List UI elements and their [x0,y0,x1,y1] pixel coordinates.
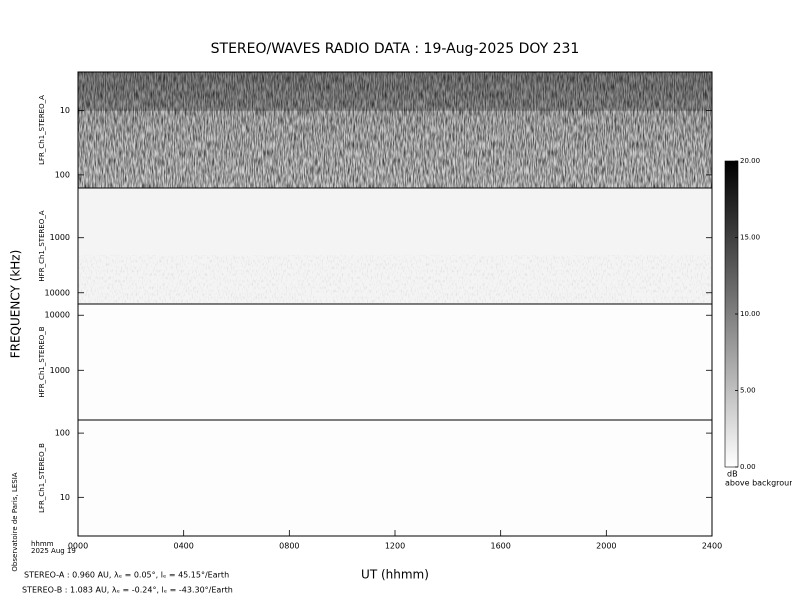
footnote: STEREO-B : 1.083 AU, λₑ = -0.24°, lₑ = -… [22,586,233,595]
y-tick-label: 10 [60,493,70,502]
y-tick-label: 10000 [45,311,70,320]
panel-label: HFR_Ch1_STEREO_B [38,326,46,397]
x-tick-label: 0400 [173,542,193,551]
panel-label: LFR_Ch1_STEREO_A [38,95,46,165]
y-tick-label: 1000 [50,366,70,375]
y-tick-label: 10 [60,106,70,115]
colorbar-caption: above background [725,479,792,488]
panel-label: HFR_Ch1_STEREO_A [38,210,46,281]
x-tick-label: 2400 [702,542,722,551]
y-tick-label: 10000 [45,288,70,297]
x-tick-label: 0000 [68,542,88,551]
y-tick-label: 1000 [50,233,70,242]
colorbar-unit: dB [727,470,738,479]
colorbar-tick-label: 10.00 [740,310,760,318]
colorbar-tick-label: 5.00 [740,387,756,395]
y-tick-label: 100 [55,429,70,438]
x-tick-label: 2000 [596,542,616,551]
x-tick-label: 0800 [279,542,299,551]
x-tick-label: 1200 [385,542,405,551]
colorbar-tick-label: 0.00 [740,463,756,471]
y-axis-label: FREQUENCY (kHz) [9,250,23,359]
y-tick-label: 100 [55,170,70,179]
date-label: 2025 Aug 19 [31,547,76,555]
x-tick-label: 1600 [490,542,510,551]
chart-title: STEREO/WAVES RADIO DATA : 19-Aug-2025 DO… [211,41,580,57]
colorbar-tick-label: 20.00 [740,157,760,165]
panel-label: LFR_Ch1_STEREO_B [38,443,46,513]
footnote: STEREO-A : 0.960 AU, λₑ = 0.05°, lₑ = 45… [24,571,229,580]
time-label: hhmm [31,540,54,548]
x-axis-label: UT (hhmm) [361,568,429,582]
colorbar-tick-label: 15.00 [740,234,760,242]
credit: Observatoire de Paris, LESIA [11,472,19,571]
